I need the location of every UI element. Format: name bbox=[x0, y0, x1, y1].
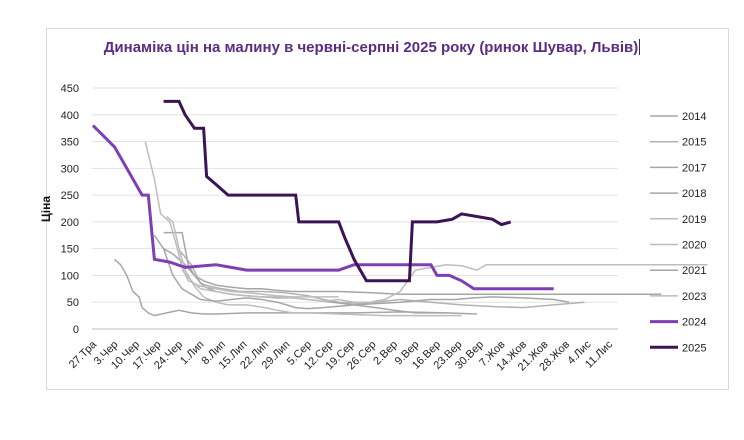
series-line-2025 bbox=[163, 99, 512, 283]
series-line-2019 bbox=[144, 141, 339, 298]
y-tick-label: 400 bbox=[61, 110, 79, 122]
y-axis-label: Ціна bbox=[39, 196, 53, 222]
y-tick-label: 0 bbox=[73, 324, 79, 336]
legend-label-2020: 2020 bbox=[682, 240, 706, 252]
series-line-2024 bbox=[91, 124, 554, 291]
series-line-2023 bbox=[181, 263, 708, 303]
y-tick-label: 100 bbox=[61, 270, 79, 282]
x-tick-labels: 27.Тра3.Чер10.Чер17.Чер24.Чер1.Лип8.Лип1… bbox=[67, 338, 616, 373]
legend-label-2023: 2023 bbox=[682, 291, 706, 303]
y-tick-label: 350 bbox=[61, 137, 79, 149]
chart-title: Динаміка цін на малину в червні-серпні 2… bbox=[103, 39, 641, 56]
legend-label-2018: 2018 bbox=[682, 188, 706, 200]
series-line-2018 bbox=[114, 258, 447, 317]
x-tick-label: 27.Тра bbox=[67, 338, 100, 371]
legend-label-2025: 2025 bbox=[682, 342, 706, 354]
y-tick-label: 250 bbox=[61, 190, 79, 202]
series-line-2020 bbox=[166, 215, 462, 317]
legend-label-2017: 2017 bbox=[682, 162, 706, 174]
y-tick-labels: 0 50 100 150 200 250 300 350 400 450 bbox=[61, 83, 79, 336]
series-lines bbox=[91, 99, 708, 317]
legend: 2014 2015 2017 2018 2019 2020 2021 2023 2024 2025 bbox=[650, 111, 706, 354]
y-tick-label: 50 bbox=[67, 297, 79, 309]
legend-label-2024: 2024 bbox=[682, 317, 706, 329]
series-line-2014 bbox=[163, 248, 662, 295]
text-cursor bbox=[639, 39, 641, 55]
y-tick-label: 450 bbox=[61, 83, 79, 95]
legend-label-2021: 2021 bbox=[682, 265, 706, 277]
y-tick-label: 150 bbox=[61, 244, 79, 256]
gridlines bbox=[92, 87, 618, 330]
y-tick-label: 200 bbox=[61, 217, 79, 229]
series-line-2021 bbox=[153, 234, 570, 310]
legend-label-2015: 2015 bbox=[682, 137, 706, 149]
legend-label-2014: 2014 bbox=[682, 111, 706, 123]
legend-label-2019: 2019 bbox=[682, 214, 706, 226]
y-tick-label: 300 bbox=[61, 163, 79, 175]
